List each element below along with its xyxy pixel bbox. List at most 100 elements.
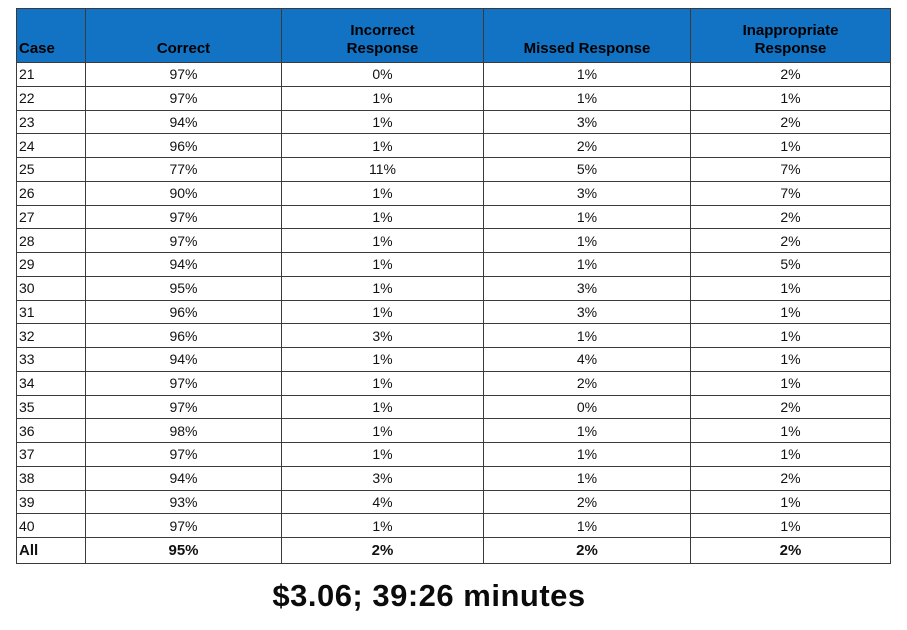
value-cell: 1% <box>281 85 484 111</box>
total-inappropriate-cell: 2% <box>690 537 891 564</box>
value-cell: 1% <box>281 228 484 253</box>
value-cell: 1% <box>483 418 691 443</box>
value-cell: 97% <box>85 370 282 396</box>
column-header-case: Case <box>16 8 86 63</box>
value-cell: 1% <box>690 442 891 467</box>
value-cell: 3% <box>483 299 691 325</box>
case-cell: 26 <box>16 180 86 206</box>
table-row: 39 93% 4% 2% 1% <box>16 489 891 515</box>
value-cell: 4% <box>483 347 691 372</box>
value-cell: 97% <box>85 394 282 420</box>
table-row: 33 94% 1% 4% 1% <box>16 347 891 372</box>
value-cell: 1% <box>690 323 891 348</box>
value-cell: 1% <box>483 62 691 87</box>
value-cell: 3% <box>281 465 484 491</box>
table-row: 35 97% 1% 0% 2% <box>16 394 891 420</box>
value-cell: 1% <box>690 299 891 325</box>
table-row: 28 97% 1% 1% 2% <box>16 228 891 253</box>
value-cell: 97% <box>85 442 282 467</box>
case-cell: 36 <box>16 418 86 443</box>
value-cell: 1% <box>281 133 484 158</box>
value-cell: 1% <box>281 180 484 206</box>
value-cell: 0% <box>483 394 691 420</box>
value-cell: 2% <box>483 133 691 158</box>
case-cell: 37 <box>16 442 86 467</box>
case-cell: 34 <box>16 370 86 396</box>
value-cell: 97% <box>85 204 282 230</box>
column-header-correct: Correct <box>85 8 282 63</box>
value-cell: 94% <box>85 465 282 491</box>
value-cell: 3% <box>281 323 484 348</box>
value-cell: 1% <box>690 489 891 515</box>
value-cell: 2% <box>690 204 891 230</box>
value-cell: 5% <box>483 157 691 182</box>
table-row: 38 94% 3% 1% 2% <box>16 465 891 491</box>
case-cell: 28 <box>16 228 86 253</box>
value-cell: 98% <box>85 418 282 443</box>
table-row: 24 96% 1% 2% 1% <box>16 133 891 158</box>
column-header-missed: Missed Response <box>483 8 691 63</box>
value-cell: 3% <box>483 180 691 206</box>
case-cell: 27 <box>16 204 86 230</box>
value-cell: 1% <box>281 109 484 135</box>
value-cell: 1% <box>483 442 691 467</box>
total-case-cell: All <box>16 537 86 564</box>
value-cell: 1% <box>281 418 484 443</box>
table-row: 31 96% 1% 3% 1% <box>16 299 891 325</box>
value-cell: 97% <box>85 513 282 538</box>
table-row: 37 97% 1% 1% 1% <box>16 442 891 467</box>
table-row: 30 95% 1% 3% 1% <box>16 275 891 301</box>
value-cell: 3% <box>483 109 691 135</box>
case-cell: 40 <box>16 513 86 538</box>
value-cell: 7% <box>690 157 891 182</box>
value-cell: 1% <box>690 85 891 111</box>
value-cell: 11% <box>281 157 484 182</box>
value-cell: 1% <box>483 85 691 111</box>
value-cell: 96% <box>85 133 282 158</box>
value-cell: 1% <box>281 252 484 277</box>
value-cell: 1% <box>281 299 484 325</box>
value-cell: 2% <box>690 62 891 87</box>
case-cell: 25 <box>16 157 86 182</box>
value-cell: 93% <box>85 489 282 515</box>
value-cell: 1% <box>281 275 484 301</box>
value-cell: 1% <box>483 252 691 277</box>
value-cell: 77% <box>85 157 282 182</box>
value-cell: 1% <box>483 228 691 253</box>
header-row: Case Correct Incorrect Response Missed R… <box>16 8 891 63</box>
value-cell: 96% <box>85 299 282 325</box>
value-cell: 1% <box>281 394 484 420</box>
table-row: 34 97% 1% 2% 1% <box>16 370 891 396</box>
value-cell: 5% <box>690 252 891 277</box>
value-cell: 1% <box>483 323 691 348</box>
case-cell: 29 <box>16 252 86 277</box>
case-cell: 22 <box>16 85 86 111</box>
case-cell: 24 <box>16 133 86 158</box>
value-cell: 97% <box>85 85 282 111</box>
value-cell: 1% <box>281 442 484 467</box>
value-cell: 1% <box>690 275 891 301</box>
value-cell: 2% <box>690 465 891 491</box>
table-row: 29 94% 1% 1% 5% <box>16 252 891 277</box>
total-missed-cell: 2% <box>483 537 691 564</box>
value-cell: 2% <box>483 489 691 515</box>
total-incorrect-cell: 2% <box>281 537 484 564</box>
table-row: 27 97% 1% 1% 2% <box>16 204 891 230</box>
value-cell: 1% <box>690 513 891 538</box>
case-cell: 38 <box>16 465 86 491</box>
table-row: 23 94% 1% 3% 2% <box>16 109 891 135</box>
value-cell: 94% <box>85 347 282 372</box>
value-cell: 1% <box>690 370 891 396</box>
value-cell: 1% <box>690 418 891 443</box>
column-header-incorrect: Incorrect Response <box>281 8 484 63</box>
table-row: 40 97% 1% 1% 1% <box>16 513 891 538</box>
results-table: Case Correct Incorrect Response Missed R… <box>16 8 891 564</box>
value-cell: 90% <box>85 180 282 206</box>
cost-time-caption: $3.06; 39:26 minutes <box>272 578 586 613</box>
value-cell: 94% <box>85 109 282 135</box>
value-cell: 1% <box>483 204 691 230</box>
value-cell: 7% <box>690 180 891 206</box>
column-header-inappropriate: Inappropriate Response <box>690 8 891 63</box>
table-row: 25 77% 11% 5% 7% <box>16 157 891 182</box>
case-cell: 33 <box>16 347 86 372</box>
